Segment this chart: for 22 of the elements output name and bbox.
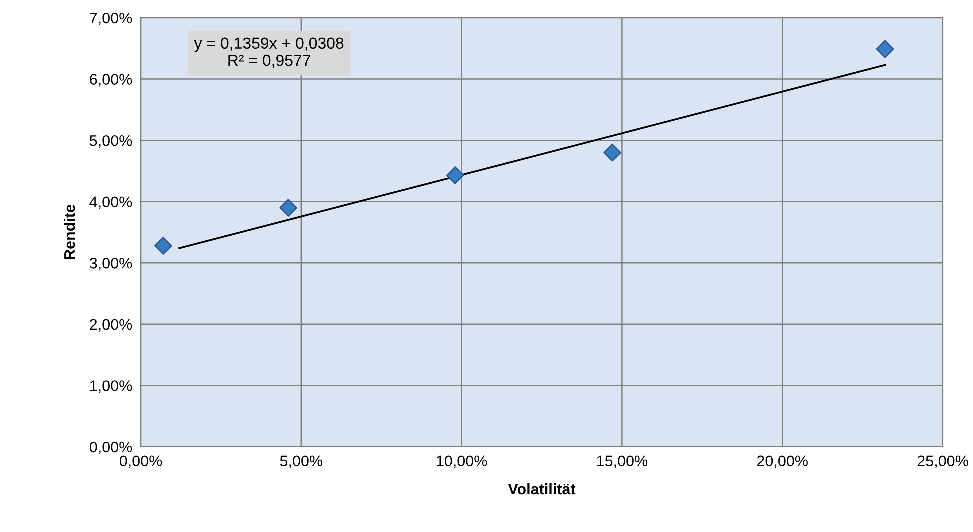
x-tick-label: 10,00% — [437, 456, 488, 468]
x-axis-title: Volatilität — [508, 483, 576, 495]
y-tick-label: 1,00% — [90, 380, 132, 394]
y-tick-label: 2,00% — [90, 319, 132, 332]
y-axis-title: Rendite — [64, 205, 76, 260]
x-tick-label: 20,00% — [757, 456, 808, 468]
point — [876, 40, 894, 58]
point — [154, 237, 172, 255]
y-tick-label: 4,00% — [90, 196, 132, 210]
y-tick-label: 0,00% — [90, 442, 132, 454]
y-tick-label: 7,00% — [90, 12, 132, 26]
point — [446, 166, 464, 184]
y-tick-label: 6,00% — [90, 74, 132, 87]
annotation: y = 0,1359x + 0,0308 R² = 0,9577 — [194, 38, 344, 68]
x-tick-label: 5,00% — [280, 456, 323, 468]
x-tick-label: 25,00% — [918, 456, 968, 468]
x-tick-label: 15,00% — [597, 456, 648, 468]
point — [604, 144, 622, 162]
point — [280, 199, 298, 217]
x-tick-label: 0,00% — [120, 456, 162, 468]
y-tick-label: 5,00% — [90, 135, 132, 148]
y-tick-label: 3,00% — [90, 258, 132, 271]
